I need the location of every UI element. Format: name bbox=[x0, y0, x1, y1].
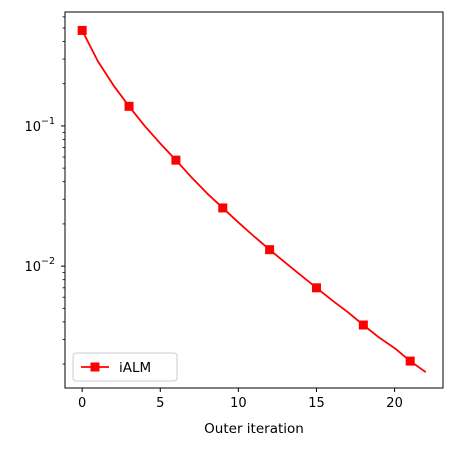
data-point bbox=[311, 283, 321, 293]
data-point bbox=[265, 245, 275, 255]
y-tick-label: 10 bbox=[24, 260, 41, 275]
x-tick-label: 20 bbox=[386, 396, 403, 411]
x-tick-label: 15 bbox=[308, 396, 325, 411]
data-point bbox=[358, 320, 368, 330]
x-tick-label: 5 bbox=[156, 396, 164, 411]
y-tick-label-exponent: −2 bbox=[41, 256, 55, 267]
legend-box bbox=[72, 352, 178, 382]
series-line-ialm bbox=[81, 30, 427, 373]
x-tick-label: 10 bbox=[230, 396, 247, 411]
plot-frame bbox=[64, 11, 444, 389]
x-axis-label: Outer iteration bbox=[204, 421, 304, 437]
y-tick-label-exponent: −1 bbox=[41, 116, 55, 127]
data-point bbox=[218, 203, 228, 213]
legend-marker-ialm bbox=[90, 362, 100, 372]
legend: iALM bbox=[72, 352, 178, 382]
y-tick-label-base: 10 bbox=[24, 120, 41, 135]
data-point bbox=[171, 155, 181, 165]
series-layer bbox=[77, 25, 427, 373]
data-point bbox=[77, 25, 87, 35]
data-point bbox=[124, 101, 134, 111]
y-tick-label-base: 10 bbox=[24, 260, 41, 275]
x-tick-label: 0 bbox=[78, 396, 86, 411]
legend-label-ialm: iALM bbox=[119, 360, 151, 376]
data-point bbox=[405, 356, 415, 366]
y-tick-label: 10 bbox=[24, 120, 41, 135]
